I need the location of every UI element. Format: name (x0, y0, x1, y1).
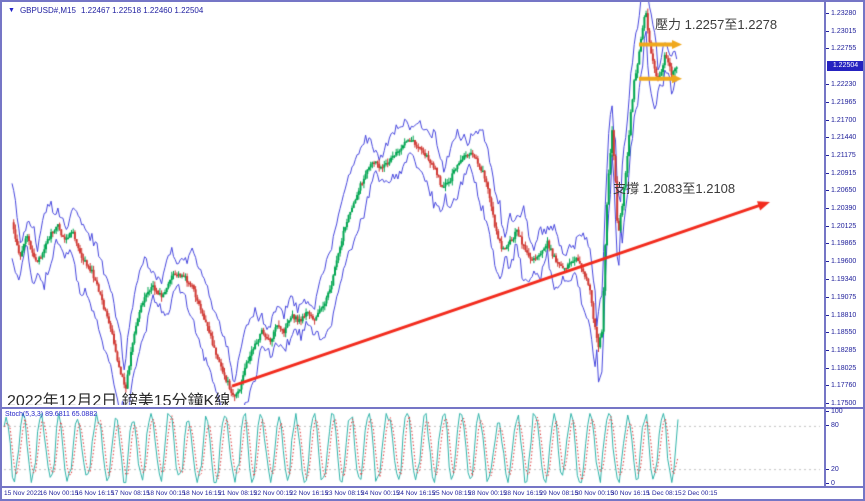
bottom-separator (2, 486, 863, 488)
price-axis-label: 1.18285 (826, 347, 856, 354)
indicator-axis-label: 0 (826, 480, 835, 487)
time-axis-label: 22 Nov 00:15 (253, 490, 293, 497)
time-axis-label: 28 Nov 00:15 (468, 490, 507, 497)
price-axis-label: 1.17760 (826, 382, 856, 389)
time-axis-label: 16 Nov 16:15 (75, 490, 115, 497)
indicator-axis[interactable]: 100 80 20 0 (824, 408, 863, 487)
price-axis-label: 1.20650 (826, 187, 856, 194)
panel-separator[interactable] (2, 407, 863, 409)
time-axis-label: 23 Nov 08:15 (325, 490, 364, 497)
resistance-annotation: 壓力 1.2257至1.2278 (655, 17, 778, 32)
price-axis-label: 1.18810 (826, 312, 856, 319)
price-axis-label: 1.17500 (826, 400, 856, 407)
support-annotation: 支撐 1.2083至1.2108 (613, 181, 736, 196)
time-axis-label: 16 Nov 00:15 (39, 490, 79, 497)
indicator-axis-label: 20 (826, 466, 839, 473)
time-axis-label: 24 Nov 16:15 (396, 490, 436, 497)
time-axis-label: 22 Nov 16:15 (289, 490, 329, 497)
time-axis-label: 15 Nov 2022 (4, 490, 41, 497)
indicator-axis-label: 100 (826, 408, 843, 415)
time-axis-label: 18 Nov 16:15 (182, 490, 222, 497)
price-axis-label: 1.19865 (826, 240, 856, 247)
time-axis-label: 29 Nov 08:15 (539, 490, 579, 497)
price-axis-label: 1.21175 (826, 152, 856, 159)
price-axis-label: 1.20125 (826, 223, 856, 230)
time-axis-label: 24 Nov 00:15 (361, 490, 400, 497)
stochastic-canvas[interactable] (2, 409, 822, 486)
indicator-axis-label: 80 (826, 422, 839, 429)
price-axis-label: 1.19600 (826, 258, 856, 265)
price-axis-label: 1.18025 (826, 365, 856, 372)
price-axis-label: 1.21440 (826, 134, 856, 141)
time-axis-label: 28 Nov 16:15 (503, 490, 543, 497)
stochastic-panel: Stoch(5,3,3) 89.6811 65.0882 (2, 409, 822, 486)
price-chart-canvas[interactable] (2, 2, 822, 405)
price-axis-label: 1.20390 (826, 205, 856, 212)
price-axis-label: 1.21965 (826, 99, 856, 106)
chart-caption: 2022年12月2日 鎊美15分鐘K線 (7, 393, 231, 405)
price-axis-label: 1.18550 (826, 329, 856, 336)
price-axis[interactable]: 1.22504 1.23280 1.23015 1.22755 1.22230 1.21… (824, 2, 863, 407)
price-axis-label: 1.23280 (826, 10, 856, 17)
price-axis-label: 1.23015 (826, 28, 856, 35)
time-axis-label: 25 Nov 08:15 (432, 490, 472, 497)
time-axis-label: 30 Nov 16:15 (610, 490, 650, 497)
price-axis-label: 1.22755 (826, 45, 856, 52)
current-price-badge: 1.22504 (827, 61, 863, 72)
price-axis-label: 1.19340 (826, 276, 856, 283)
price-axis-label: 1.20915 (826, 170, 856, 177)
indicator-label: Stoch(5,3,3) 89.6811 65.0882 (5, 411, 98, 418)
time-axis-label: 2 Dec 00:15 (682, 490, 718, 497)
time-axis-label: 30 Nov 00:15 (575, 490, 614, 497)
time-axis-label: 17 Nov 08:15 (111, 490, 150, 497)
price-axis-label: 1.19075 (826, 294, 856, 301)
symbol-dropdown-icon[interactable]: ▼ (8, 6, 15, 14)
price-axis-label: 1.21700 (826, 117, 856, 124)
chart-ohlc-values: 1.22467 1.22518 1.22460 1.22504 (80, 6, 204, 15)
chart-title-row: ▼ GBPUSD#,M15 1.22467 1.22518 1.22460 1.… (8, 6, 203, 15)
time-axis-label: 1 Dec 08:15 (646, 490, 682, 497)
time-axis-label: 21 Nov 08:15 (218, 490, 257, 497)
time-axis-label: 18 Nov 00:15 (146, 490, 186, 497)
time-axis[interactable]: 15 Nov 2022 16 Nov 00:15 16 Nov 16:15 17 No… (2, 488, 863, 499)
price-chart-panel: ▼ GBPUSD#,M15 1.22467 1.22518 1.22460 1.… (2, 2, 822, 405)
chart-symbol-timeframe: GBPUSD#,M15 (19, 6, 76, 15)
price-axis-label: 1.22230 (826, 81, 856, 88)
